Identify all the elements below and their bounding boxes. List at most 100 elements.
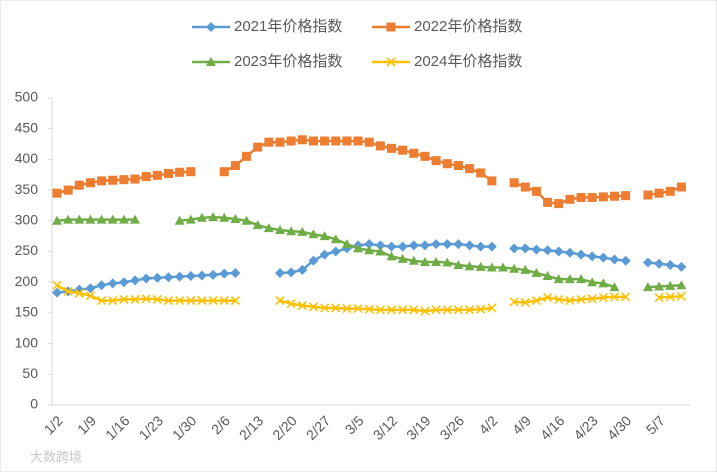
marker: [85, 178, 95, 188]
marker: [453, 260, 464, 270]
y-tick-label: 300: [15, 212, 39, 228]
marker: [564, 247, 575, 258]
marker: [386, 251, 397, 261]
marker: [63, 185, 73, 195]
marker: [598, 192, 608, 202]
marker: [476, 168, 486, 178]
marker: [676, 291, 686, 301]
marker: [531, 296, 542, 306]
marker: [275, 137, 285, 147]
marker: [398, 305, 408, 315]
marker: [52, 215, 62, 225]
marker: [275, 296, 285, 306]
marker: [130, 174, 140, 184]
marker: [665, 292, 675, 302]
y-tick-label: 150: [15, 304, 39, 320]
marker: [598, 292, 608, 303]
marker: [587, 294, 597, 304]
marker: [264, 137, 274, 147]
marker: [118, 277, 129, 288]
marker: [206, 22, 216, 32]
marker: [119, 294, 129, 304]
marker: [386, 305, 397, 315]
marker: [509, 243, 520, 254]
marker: [464, 240, 475, 251]
marker: [598, 252, 609, 263]
marker: [130, 294, 140, 304]
marker: [543, 292, 553, 303]
marker: [654, 258, 665, 269]
marker: [565, 194, 575, 204]
marker: [520, 182, 530, 192]
marker: [342, 136, 352, 146]
marker: [152, 272, 163, 283]
marker: [553, 274, 564, 284]
marker: [252, 220, 263, 230]
marker: [431, 305, 441, 315]
marker: [431, 256, 442, 266]
marker: [308, 136, 318, 146]
marker: [342, 304, 352, 314]
marker: [587, 251, 598, 262]
marker: [420, 306, 430, 316]
marker: [175, 296, 185, 306]
legend-label: 2022年价格指数: [414, 18, 522, 35]
marker: [676, 182, 686, 192]
marker: [386, 241, 397, 252]
marker: [431, 156, 441, 166]
marker: [576, 192, 586, 202]
marker: [208, 269, 219, 280]
marker: [642, 282, 653, 292]
legend-label: 2023年价格指数: [234, 53, 342, 70]
marker: [297, 264, 308, 275]
marker: [230, 213, 241, 223]
marker: [320, 303, 330, 313]
marker: [464, 261, 475, 271]
marker: [476, 304, 486, 314]
marker: [174, 271, 185, 282]
marker: [118, 214, 129, 224]
marker: [297, 226, 308, 236]
marker: [565, 296, 575, 306]
marker: [286, 267, 297, 278]
marker: [208, 296, 218, 306]
marker: [498, 262, 508, 272]
marker: [108, 175, 118, 185]
marker: [219, 167, 229, 177]
marker: [419, 256, 430, 266]
legend-label: 2024年价格指数: [414, 53, 522, 70]
marker: [330, 246, 341, 257]
marker: [375, 141, 385, 151]
marker: [598, 278, 609, 288]
marker: [554, 294, 564, 304]
marker: [364, 239, 375, 250]
marker: [409, 148, 419, 158]
marker: [119, 175, 129, 185]
marker: [486, 241, 497, 252]
marker: [487, 176, 497, 186]
marker: [174, 215, 185, 225]
y-tick-label: 400: [15, 150, 39, 166]
y-tick-label: 100: [15, 334, 39, 350]
marker: [219, 212, 230, 222]
marker: [286, 299, 296, 309]
marker: [74, 214, 85, 224]
marker: [320, 136, 330, 146]
marker: [286, 136, 296, 146]
marker: [241, 215, 252, 225]
marker: [465, 164, 475, 174]
marker: [408, 240, 419, 251]
marker: [364, 245, 375, 255]
marker: [186, 296, 196, 306]
marker: [520, 243, 531, 254]
marker: [464, 305, 475, 315]
marker: [576, 274, 587, 284]
marker: [364, 304, 374, 314]
marker: [52, 287, 62, 298]
marker: [275, 267, 285, 278]
marker: [665, 260, 676, 271]
marker: [275, 225, 285, 235]
marker: [163, 272, 174, 283]
marker: [587, 192, 597, 202]
